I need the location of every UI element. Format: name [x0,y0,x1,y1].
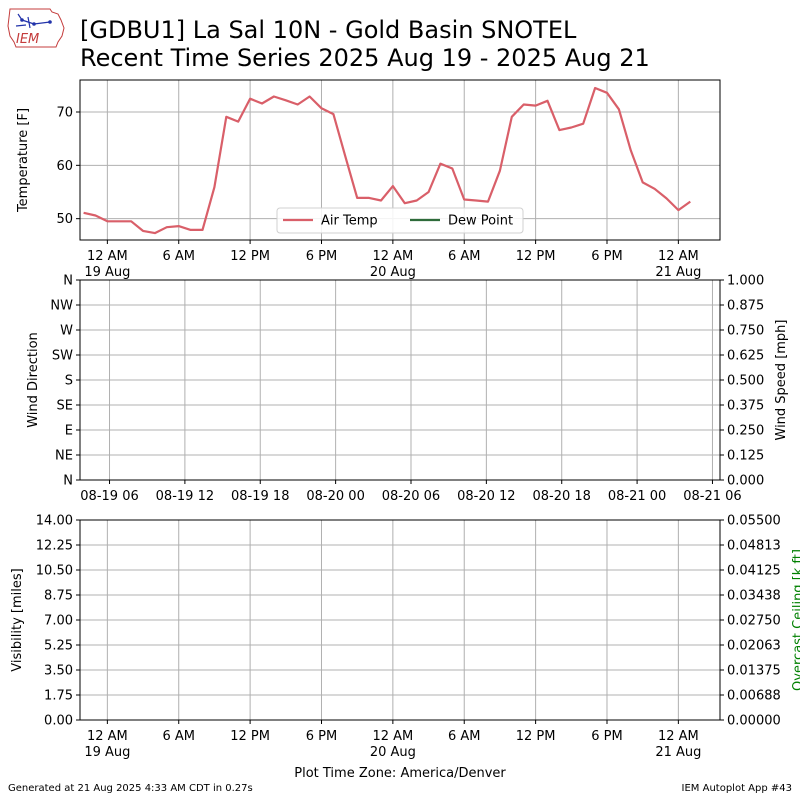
y-tick-label: 1.75 [44,689,73,704]
y-right-tick-label: 0.625 [727,349,764,364]
x-tick-label: 12 PM [516,249,556,264]
y-tick-label: E [65,424,73,439]
page-title: [GDBU1] La Sal 10N - Gold Basin SNOTEL R… [80,16,650,72]
y-axis-label: Wind Direction [26,332,41,428]
y-tick-label: 0.00 [44,714,73,729]
y-axis-label: Visibility [miles] [10,568,25,671]
y-tick-label: 8.75 [44,589,73,604]
x-tick-label: 08-21 00 [608,489,666,504]
visibility-panel: 0.00 1.75 3.50 5.25 7.00 8.75 10.50 12.25 14.00 0… [10,514,800,761]
y-tick-label: SE [57,399,73,414]
x-tick-label: 6 PM [591,249,622,264]
y-tick-label: 50 [56,212,73,227]
legend-box [276,207,524,234]
y-tick-label: SW [52,349,73,364]
x-tick-label: 12 PM [516,729,556,744]
y-right-tick-label: 0.03438 [727,589,781,604]
x-tick-label: 08-20 00 [306,489,364,504]
y-tick-label: 12.25 [36,539,73,554]
x-tick-label: 08-20 18 [533,489,591,504]
y-tick-label: 3.50 [44,664,73,679]
x-tick-label: 12 AM [87,729,128,744]
x-tick-label: 08-19 18 [231,489,289,504]
y-right-tick-label: 0.04125 [727,564,781,579]
x-tick-label: 6 AM [448,729,481,744]
y-tick-label: 60 [56,159,73,174]
x-tick-label: 08-20 06 [382,489,440,504]
y-tick-label: NW [50,299,73,314]
y-right-tick-label: 0.875 [727,299,764,314]
y-right-tick-label: 0.750 [727,324,764,339]
x-tick-label: 12 AM [372,729,413,744]
y-tick-label: 5.25 [44,639,73,654]
y-right-tick-label: 0.01375 [727,664,781,679]
y-axis-label: Temperature [F] [16,108,31,213]
legend-air-temp-label: Air Temp [321,214,378,229]
title-line-2: Recent Time Series 2025 Aug 19 - 2025 Au… [80,44,650,72]
y-right-tick-label: 0.125 [727,449,764,464]
x-tick-label: 6 AM [162,249,195,264]
wind-panel: N NE E SE S SW W NW N 0.000 0.125 0.250 0.375 0.500 0.… [26,274,789,505]
y-right-tick-label: 0.02750 [727,614,781,629]
y-tick-label: NE [55,449,73,464]
y-right-axis-label: Overcast Ceiling [k ft] [791,549,800,691]
y-tick-label: 10.50 [36,564,73,579]
x-tick-label: 6 AM [448,249,481,264]
iem-logo: IEM [7,8,65,48]
y-right-tick-label: 0.500 [727,374,764,389]
x-tick-label: 12 AM [87,249,128,264]
y-right-tick-label: 0.375 [727,399,764,414]
temperature-frame [79,79,721,241]
logo-text: IEM [16,32,39,47]
y-tick-label: N [63,274,73,289]
x-tick-label: 12 AM [372,249,413,264]
x-tick-label: 6 AM [162,729,195,744]
air-temp-line [83,86,691,235]
x-tick-date-label: 20 Aug [370,745,416,760]
y-tick-label: 70 [56,106,73,121]
y-tick-label: N [63,474,73,489]
x-tick-label: 08-20 12 [457,489,515,504]
x-tick-label: 12 AM [658,729,699,744]
legend-dew-point-label: Dew Point [448,214,513,229]
y-right-tick-label: 0.02063 [727,639,781,654]
x-tick-date-label: 20 Aug [370,265,416,280]
x-tick-date-label: 19 Aug [84,745,130,760]
y-right-tick-label: 0.05500 [727,514,781,529]
x-tick-label: 12 PM [230,729,270,744]
y-tick-label: W [60,324,73,339]
footer-app: IEM Autoplot App #43 [681,783,792,794]
x-tick-label: 6 PM [306,249,337,264]
y-tick-label: S [65,374,73,389]
y-right-tick-label: 0.00688 [727,689,781,704]
x-tick-label: 08-21 06 [683,489,741,504]
x-tick-label: 12 AM [658,249,699,264]
x-tick-label: 08-19 06 [80,489,138,504]
y-right-tick-label: 1.000 [727,274,764,289]
x-tick-date-label: 21 Aug [655,745,701,760]
y-right-tick-label: 0.000 [727,474,764,489]
legend: Air Temp Dew Point [276,207,524,234]
x-axis-label: Plot Time Zone: America/Denver [294,766,506,781]
x-tick-date-label: 21 Aug [655,265,701,280]
x-tick-label: 12 PM [230,249,270,264]
footer-generated: Generated at 21 Aug 2025 4:33 AM CDT in … [8,783,253,794]
y-tick-label: 14.00 [36,514,73,529]
x-tick-label: 08-19 12 [156,489,214,504]
x-tick-date-label: 19 Aug [84,265,130,280]
y-right-tick-label: 0.250 [727,424,764,439]
y-tick-label: 7.00 [44,614,73,629]
x-tick-label: 6 PM [306,729,337,744]
title-line-1: [GDBU1] La Sal 10N - Gold Basin SNOTEL [80,16,577,44]
y-right-axis-label: Wind Speed [mph] [774,320,789,441]
x-tick-label: 6 PM [591,729,622,744]
y-right-tick-label: 0.04813 [727,539,781,554]
y-right-tick-label: 0.00000 [727,714,781,729]
